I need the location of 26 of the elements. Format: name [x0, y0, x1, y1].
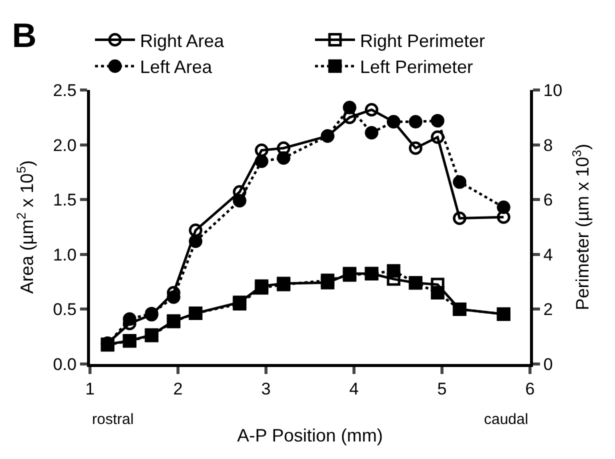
- y2-tick-label: 4: [543, 245, 553, 264]
- x-tick-label: 3: [261, 379, 271, 398]
- y2-tick-label: 8: [543, 136, 553, 155]
- x-tick-label: 1: [85, 379, 95, 398]
- x-tick-label: 4: [349, 379, 359, 398]
- y2-tick-label: 10: [543, 80, 562, 100]
- legend-label: Right Area: [140, 30, 226, 51]
- y-tick-label: 1.5: [52, 190, 77, 210]
- text: caudal: [484, 411, 528, 428]
- x-tick-label: 6: [525, 379, 535, 398]
- text: B: [12, 17, 37, 55]
- legend-label: Right Perimeter: [360, 30, 486, 51]
- y2-tick-label: 0: [543, 354, 553, 374]
- y-tick-label: 2.0: [52, 136, 77, 155]
- y-tick-label: 0.5: [52, 300, 77, 320]
- text: rostral: [92, 411, 134, 428]
- x-tick-label: 5: [437, 379, 447, 398]
- y-tick-label: 2.5: [52, 80, 77, 100]
- y-tick-label: 1.0: [52, 245, 77, 264]
- y-tick-label: 0.0: [52, 354, 77, 374]
- legend-label: Left Area: [140, 57, 214, 78]
- y2-tick-label: 6: [543, 190, 553, 210]
- legend-label: Left Perimeter: [360, 57, 474, 78]
- x-tick-label: 2: [173, 379, 183, 398]
- y2-tick-label: 2: [543, 300, 553, 320]
- x-axis-title: A-P Position (mm): [237, 426, 383, 446]
